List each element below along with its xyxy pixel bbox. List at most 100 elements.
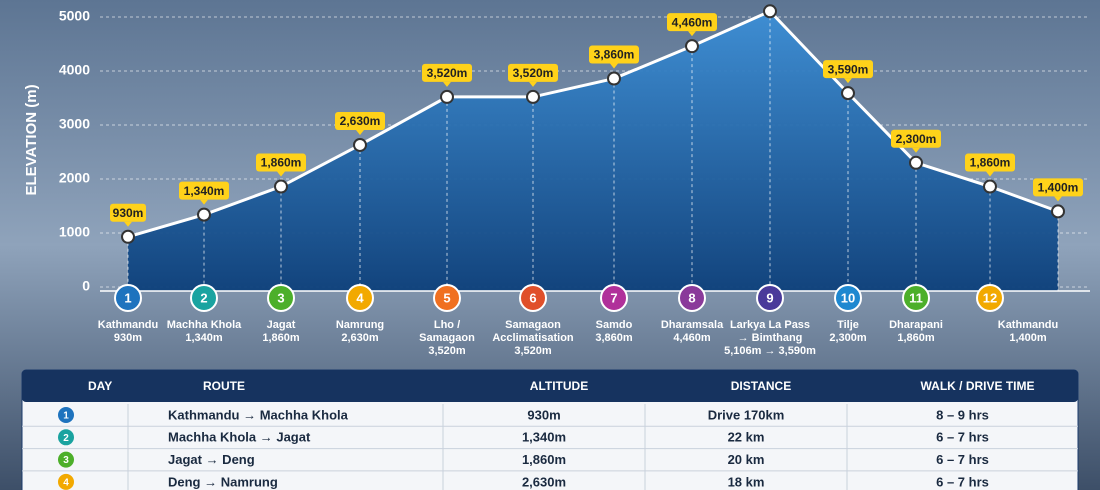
day-label: Larkya La Pass [730,319,810,331]
day-label: 1,860m [897,332,935,344]
value-label: 3,860m [594,48,635,62]
table-header: ALTITUDE [530,379,588,393]
value-label-bg [508,63,558,82]
point [607,71,621,86]
value-label-pointer [688,31,696,37]
day-label: Jagat [267,319,296,331]
row-day-number: 4 [63,478,69,489]
value-label-bg [589,45,639,64]
day-number: 6 [529,290,536,305]
value-label: 2,300m [896,132,937,146]
value-label-bg [256,153,306,172]
value-label: 3,520m [427,66,468,80]
route-cell: Kathmandu → Machha Khola [168,407,349,422]
table: DAY ROUTE ALTITUDE DISTANCE WALK / DRIVE TIM… [21,369,1079,490]
row-day-badge [58,451,74,468]
table-cell: 1,860m [522,452,566,467]
value-label: 3,590m [828,62,869,76]
day-label: 5,106m → 3,590m [724,345,816,357]
table-cell: 6 – 7 hrs [936,452,989,467]
point [763,4,777,19]
day-number: 7 [610,290,617,305]
day-label: 2,300m [829,332,867,344]
value-label: 1,400m [1038,181,1079,195]
value-label-pointer [443,81,451,87]
route-cell: Jagat → Deng [168,452,255,467]
day-label: Tilje [837,319,859,331]
day-number: 1 [124,290,131,305]
value-label-pointer [986,171,994,177]
day-label: Acclimatisation [492,332,574,344]
day-badge [190,284,218,312]
day-badge [346,284,374,312]
day-label: 3,520m [514,345,552,357]
value-label: 4,460m [672,15,713,29]
day-number: 9 [766,290,773,305]
point [353,137,367,152]
day-label: Dharamsala [661,319,724,331]
y-tick-label: 4000 [59,62,90,78]
day-number: 8 [688,290,695,305]
table-cell: 1,340m [522,430,566,445]
day-label: Namrung [336,319,384,331]
point [274,179,288,194]
y-tick-label: 1000 [59,224,90,240]
day-label: Samagaon [505,319,561,331]
value-label: 2,630m [340,114,381,128]
day-label: 930m [114,332,142,344]
y-tick-label: 0 [82,278,90,294]
value-label-bg [667,13,717,32]
day-badge [519,284,547,312]
table-cell: 20 km [728,452,765,467]
value-label-pointer [356,129,364,135]
day-label: → Bimthang [738,332,803,344]
day-number: 5 [443,290,450,305]
day-number: 2 [200,290,207,305]
value-label-bg [422,63,472,82]
value-label-pointer [844,78,852,84]
value-label-pointer [529,81,537,87]
day-label: Kathmandu [98,319,159,331]
day-badge [678,284,706,312]
value-label-pointer [912,147,920,153]
y-tick-label: 2000 [59,170,90,186]
row-day-badge [58,473,74,490]
day-number: 4 [356,290,364,305]
table-header: DISTANCE [731,379,791,393]
day-number: 10 [841,290,855,305]
day-label: Kathmandu [998,319,1059,331]
table-cell: 18 km [728,474,765,489]
value-label-pointer [277,171,285,177]
point [121,229,135,244]
table-header: WALK / DRIVE TIME [921,379,1035,393]
value-label: 1,860m [970,156,1011,170]
elevation-area [128,11,1058,291]
point [440,89,454,104]
day-label: Machha Khola [167,319,242,331]
day-badge [433,284,461,312]
value-label-bg [1033,178,1083,197]
value-label-pointer [200,199,208,205]
value-label: 1,860m [261,156,302,170]
route-cell: Deng → Namrung [168,474,278,489]
table-cell: 8 – 9 hrs [936,407,989,422]
value-label-bg [335,111,385,130]
point [685,39,699,54]
day-number: 12 [983,290,997,305]
point [841,86,855,101]
row-day-number: 2 [63,433,69,444]
day-badge [756,284,784,312]
y-tick-label: 5000 [59,8,90,24]
value-label-bg [110,203,146,222]
day-label: 3,520m [428,345,466,357]
y-axis-label: ELEVATION (m) [23,84,40,195]
table-header-bg [22,370,1078,402]
value-label-pointer [1054,196,1062,202]
day-label: 1,860m [262,332,300,344]
value-label: 930m [113,206,144,220]
table-cell: Drive 170km [708,407,785,422]
day-badge [976,284,1004,312]
value-label-bg [179,181,229,200]
value-label: 1,340m [184,184,225,198]
